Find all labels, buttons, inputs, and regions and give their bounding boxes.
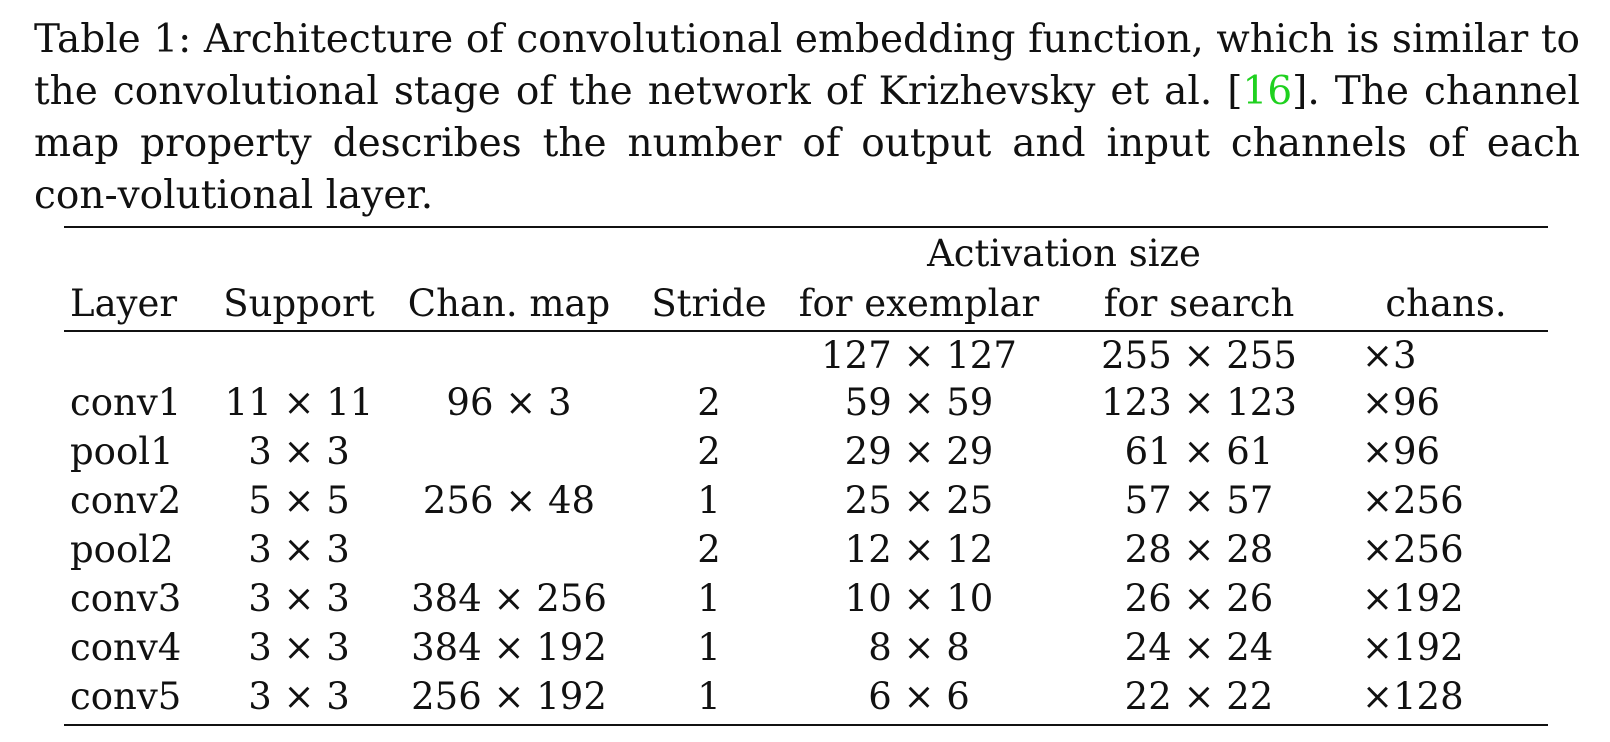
- table-row: conv3 3 × 3 384 × 256 1 10 × 10 26 × 26 ×192: [64, 574, 1548, 623]
- table-cell: 96 × 3: [446, 381, 572, 424]
- table-cell: 57 × 57: [1124, 479, 1274, 522]
- table-row: 127 × 127 255 × 255 ×3: [64, 329, 1548, 378]
- table-cell: ×128: [1362, 675, 1464, 718]
- table-cell: [214, 329, 384, 378]
- table-cell: ×192: [1362, 577, 1464, 620]
- table-cell: 12 × 12: [844, 528, 994, 571]
- table-cell: [64, 329, 214, 378]
- column-header: Chan. map: [407, 281, 611, 325]
- table-cell: ×256: [1362, 528, 1464, 571]
- column-header-row: Layer Support Chan. map Stride for exemp…: [64, 277, 1548, 329]
- table-row: pool2 3 × 3 2 12 × 12 28 × 28 ×256: [64, 525, 1548, 574]
- table-cell: ×256: [1362, 479, 1464, 522]
- table-cell: 256 × 192: [411, 675, 607, 718]
- table-cell: 24 × 24: [1124, 626, 1274, 669]
- citation-close-bracket: ]: [1292, 69, 1308, 114]
- table-row: pool1 3 × 3 2 29 × 29 61 × 61 ×96: [64, 427, 1548, 476]
- table-cell: 3 × 3: [248, 577, 350, 620]
- group-header-row: Activation size: [64, 229, 1548, 277]
- column-header: Stride: [651, 281, 767, 325]
- table-cell: 3 × 3: [248, 675, 350, 718]
- table-row: conv5 3 × 3 256 × 192 1 6 × 6 22 × 22 ×128: [64, 672, 1548, 721]
- table-row: conv4 3 × 3 384 × 192 1 8 × 8 24 × 24 ×192: [64, 623, 1548, 672]
- table-cell: pool1: [70, 430, 174, 473]
- group-header-activation-size: Activation size: [927, 231, 1201, 275]
- column-header: chans.: [1385, 281, 1507, 325]
- citation-link[interactable]: 16: [1242, 69, 1293, 114]
- architecture-table: Activation size Layer Support Chan. map …: [64, 229, 1548, 721]
- table-cell: 256 × 48: [422, 479, 596, 522]
- table-cell: ×3: [1362, 334, 1417, 377]
- table-cell: 26 × 26: [1124, 577, 1274, 620]
- table-cell: 255 × 255: [1101, 334, 1297, 377]
- table-cell: 1: [697, 675, 721, 718]
- table-cell: 10 × 10: [844, 577, 994, 620]
- table-cell: conv2: [70, 479, 182, 522]
- table-cell: conv1: [70, 381, 182, 424]
- table-cell: [634, 329, 784, 378]
- table-cell: 2: [697, 381, 721, 424]
- table-cell: [384, 427, 634, 476]
- table-cell: 8 × 8: [868, 626, 970, 669]
- table-cell: pool2: [70, 528, 174, 571]
- table-cell: conv3: [70, 577, 182, 620]
- table-cell: conv4: [70, 626, 182, 669]
- table-cell: 1: [697, 479, 721, 522]
- table-cell: 5 × 5: [248, 479, 350, 522]
- table-caption: Table 1: Architecture of convolutional e…: [34, 14, 1580, 222]
- table-cell: 3 × 3: [248, 626, 350, 669]
- table-cell: 3 × 3: [248, 528, 350, 571]
- table-cell: conv5: [70, 675, 182, 718]
- table-cell: 29 × 29: [844, 430, 994, 473]
- table-cell: 2: [697, 528, 721, 571]
- table-cell: 28 × 28: [1124, 528, 1274, 571]
- table-cell: 3 × 3: [248, 430, 350, 473]
- caption-text-continued: . The channel map property describes the…: [34, 69, 1581, 218]
- column-header: for search: [1103, 281, 1295, 325]
- table-cell: 123 × 123: [1101, 381, 1297, 424]
- column-header: for exemplar: [798, 281, 1040, 325]
- table-row: conv1 11 × 11 96 × 3 2 59 × 59 123 × 123 ×96: [64, 378, 1548, 427]
- table-cell: [384, 329, 634, 378]
- table-top-rule: [64, 226, 1548, 228]
- table-row: conv2 5 × 5 256 × 48 1 25 × 25 57 × 57 ×256: [64, 476, 1548, 525]
- table-header-rule: [64, 330, 1548, 332]
- table-cell: 22 × 22: [1124, 675, 1274, 718]
- table-cell: 11 × 11: [224, 381, 374, 424]
- table-cell: 1: [697, 577, 721, 620]
- table-cell: 384 × 256: [411, 577, 607, 620]
- table-cell: 127 × 127: [821, 334, 1017, 377]
- table-cell: [384, 525, 634, 574]
- table-cell: ×96: [1362, 430, 1441, 473]
- table-cell: 59 × 59: [844, 381, 994, 424]
- column-header: Support: [223, 281, 375, 325]
- table-cell: ×96: [1362, 381, 1441, 424]
- citation-open-bracket: [: [1227, 69, 1243, 114]
- table-cell: 6 × 6: [868, 675, 970, 718]
- table-cell: 61 × 61: [1124, 430, 1274, 473]
- table-cell: 1: [697, 626, 721, 669]
- table-cell: 384 × 192: [411, 626, 607, 669]
- table-cell: 2: [697, 430, 721, 473]
- column-header: Layer: [70, 281, 178, 325]
- table-cell: ×192: [1362, 626, 1464, 669]
- table-bottom-rule: [64, 724, 1548, 726]
- caption-text: Table 1: Architecture of convolutional e…: [34, 17, 1580, 114]
- table-cell: 25 × 25: [844, 479, 994, 522]
